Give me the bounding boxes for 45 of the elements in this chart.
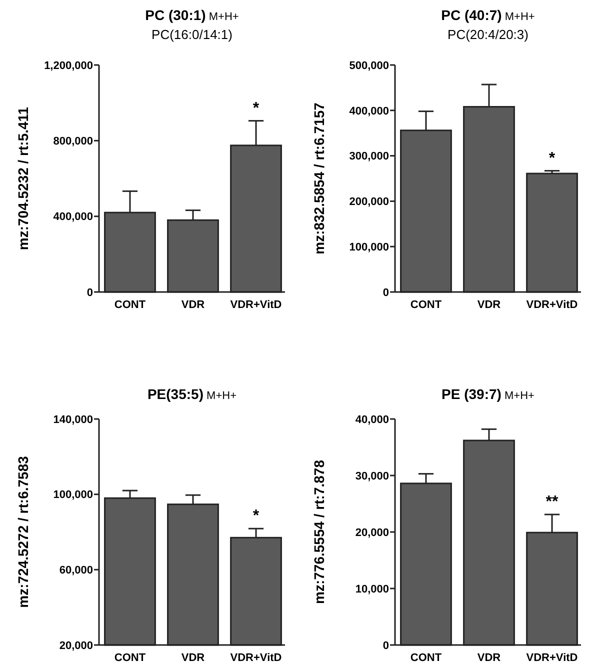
chart-title: PC (30:1) M+H+: [145, 7, 239, 23]
x-tick-label: VDR+VitD: [230, 652, 282, 664]
y-tick-label: 100,000: [53, 489, 93, 502]
y-tick-label: 0: [382, 640, 389, 652]
annotation: *: [252, 508, 260, 525]
y-tick-label: 500,000: [349, 60, 389, 72]
y-tick-label: 300,000: [349, 150, 389, 163]
y-tick-label: 800,000: [53, 136, 93, 148]
y-axis-title: mz:776.5554 / rt:7.878: [311, 460, 327, 604]
x-tick-label: VDR: [181, 299, 205, 311]
y-tick-label: 10,000: [355, 583, 389, 596]
x-tick-label: VDR: [477, 299, 501, 311]
y-axis-title: mz:704.5232 / rt:5.411: [15, 106, 31, 250]
x-tick-label: CONT: [114, 299, 146, 311]
annotation: **: [546, 493, 560, 510]
y-axis-title: mz:724.5272 / rt:6.7583: [15, 456, 31, 608]
chart-subtitle: PC(20:4/20:3): [448, 27, 528, 42]
y-tick-label: 1,200,000: [44, 60, 93, 72]
x-tick-label: CONT: [410, 652, 442, 664]
x-tick-label: CONT: [114, 652, 146, 664]
x-tick-label: VDR+VitD: [526, 299, 578, 311]
chart-title: PC (40:7) M+H+: [441, 7, 535, 23]
x-tick-label: VDR: [181, 652, 205, 664]
x-tick-label: VDR: [477, 652, 501, 664]
y-tick-label: 20,000: [355, 526, 389, 539]
chart-title: PE(35:5) M+H+: [147, 386, 237, 402]
annotation: *: [548, 150, 556, 167]
y-tick-label: 400,000: [53, 211, 93, 224]
y-tick-label: 60,000: [59, 564, 93, 577]
y-tick-label: 0: [86, 286, 93, 299]
y-tick-label: 400,000: [349, 105, 389, 118]
x-tick-label: CONT: [410, 299, 442, 311]
chart-subtitle: PC(16:0/14:1): [152, 27, 232, 42]
y-tick-label: 140,000: [53, 414, 93, 426]
x-tick-label: VDR+VitD: [526, 652, 578, 664]
y-tick-label: 20,000: [59, 640, 93, 652]
y-axis-title: mz:832.5854 / rt:6.7157: [311, 102, 327, 254]
chart-title: PE (39:7) M+H+: [442, 386, 534, 402]
x-tick-label: VDR+VitD: [230, 299, 282, 311]
annotation: *: [252, 100, 260, 117]
y-tick-label: 0: [382, 286, 389, 299]
y-tick-label: 100,000: [349, 241, 389, 254]
y-tick-label: 40,000: [355, 414, 389, 426]
y-tick-label: 200,000: [349, 196, 389, 208]
y-tick-label: 30,000: [355, 470, 389, 482]
